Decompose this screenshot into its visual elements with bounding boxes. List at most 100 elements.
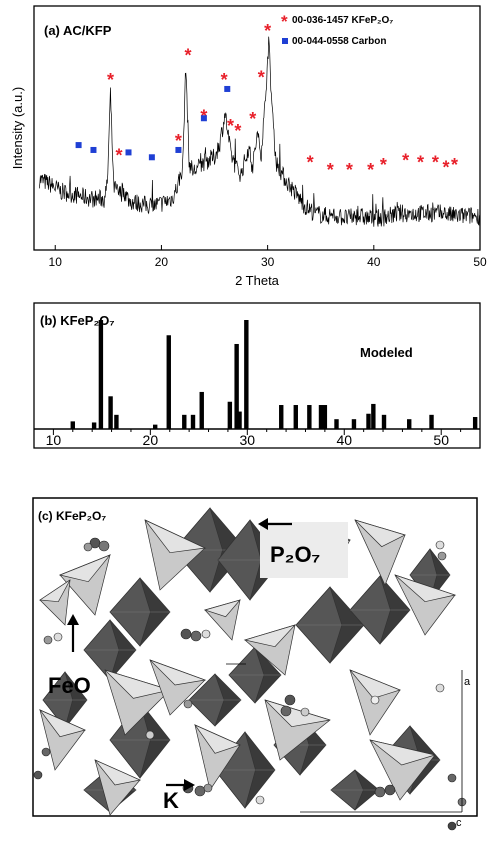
po4-tetrahedron-face: [144, 519, 207, 554]
feo-label: FeO: [48, 673, 91, 698]
panel-b-bars: [70, 320, 478, 429]
p2o7-arrow: [258, 518, 292, 530]
x-tick-label-30: 30: [261, 255, 275, 269]
modeled-peak-bar: [70, 421, 75, 429]
po4-tetrahedron-face: [104, 669, 172, 699]
feo-arrow: [67, 614, 79, 652]
carbon-peak-marker: [175, 146, 182, 153]
p2o7-label: P₂O₇: [270, 542, 320, 567]
x-tick-label-20: 20: [143, 432, 159, 448]
panel-a-markers: *********************: [75, 21, 458, 180]
atom: [300, 707, 310, 717]
po4-tetrahedron-face: [394, 574, 457, 603]
x-tick-label-30: 30: [240, 432, 256, 448]
kfp-peak-marker: *: [258, 67, 265, 87]
modeled-peak-bar: [227, 401, 233, 429]
modeled-peak-bar: [472, 417, 478, 429]
atom: [83, 542, 93, 552]
legend-kfp-symbol: *: [281, 12, 288, 31]
axis-c-label: c: [456, 817, 462, 829]
kfp-peak-marker: *: [234, 121, 241, 141]
atom: [447, 773, 457, 783]
panel-a-ylabel: Intensity (a.u.): [10, 87, 25, 169]
kfp-peak-marker: *: [346, 160, 353, 180]
modeled-peak-bar: [407, 419, 412, 429]
po4-tetrahedron-face: [243, 624, 297, 648]
atom: [203, 783, 213, 793]
atom: [280, 705, 292, 717]
legend-carbon-symbol: [282, 38, 288, 44]
kfp-peak-marker: *: [443, 158, 450, 178]
atom: [53, 632, 63, 642]
panel-b-annotation: Modeled: [360, 345, 413, 360]
modeled-peak-bar: [98, 320, 104, 429]
panel-b-plot-frame: [33, 302, 481, 449]
panel-a-legend: * 00-036-1457 KFeP₂O₇ 00-044-0558 Carbon: [281, 12, 393, 47]
panel-a-x-axis: 10 20 30 40 50: [49, 245, 487, 269]
atom: [180, 628, 192, 640]
atom: [41, 747, 51, 757]
po4-tetrahedron-face: [369, 739, 437, 766]
carbon-peak-marker: [90, 146, 97, 153]
atom: [98, 540, 110, 552]
modeled-peak-bar: [166, 335, 171, 429]
kfp-peak-marker: *: [367, 160, 374, 180]
modeled-peak-bar: [366, 413, 371, 429]
modeled-peak-bar: [182, 414, 187, 429]
x-tick-label-10: 10: [49, 255, 63, 269]
k-label: K: [163, 788, 179, 813]
kfp-peak-marker: *: [307, 153, 314, 173]
kfp-peak-marker: *: [380, 155, 387, 175]
atom: [437, 551, 447, 561]
kfp-peak-marker: *: [451, 155, 458, 175]
modeled-peak-bar: [91, 422, 97, 429]
modeled-peak-bar: [318, 405, 324, 429]
panel-c-title: (c) KFeP₂O₇: [38, 509, 106, 523]
kfp-peak-marker: *: [327, 160, 334, 180]
modeled-peak-bar: [293, 405, 298, 429]
kfp-peak-marker: *: [115, 145, 122, 165]
modeled-peak-bar: [351, 419, 357, 429]
x-tick-label-40: 40: [336, 432, 352, 448]
kfp-peak-marker: *: [221, 70, 228, 90]
kfp-peak-marker: *: [249, 109, 256, 129]
po4-tetrahedron-face: [354, 519, 406, 548]
kfp-peak-marker: *: [264, 21, 271, 41]
panel-b: (b) KFeP₂O₇ Modeled 10 20 30 40 50: [33, 302, 481, 449]
modeled-peak-bar: [152, 424, 158, 429]
atom: [435, 540, 445, 550]
po4-tetrahedron-face: [349, 669, 402, 699]
modeled-peak-bar: [279, 405, 284, 429]
x-tick-label-50: 50: [473, 255, 487, 269]
modeled-peak-bar: [322, 405, 328, 429]
panel-a-xrd-trace: [38, 36, 481, 227]
atom: [33, 770, 43, 780]
x-tick-label-40: 40: [367, 255, 381, 269]
modeled-peak-bar: [199, 391, 204, 429]
panel-a-xlabel: 2 Theta: [235, 273, 280, 288]
p2o7-label-bg: [260, 522, 348, 578]
modeled-peak-bar: [334, 419, 339, 429]
modeled-peak-bar: [381, 414, 387, 429]
kfp-peak-marker: *: [175, 131, 182, 151]
kfp-peak-marker: *: [107, 70, 114, 90]
modeled-peak-bar: [190, 414, 196, 429]
legend-carbon-label: 00-044-0558 Carbon: [292, 36, 387, 47]
po4-tetrahedron-face: [38, 579, 71, 603]
panel-a-title: (a) AC/KFP: [44, 23, 112, 38]
modeled-peak-bar: [114, 414, 119, 429]
atom: [374, 786, 386, 798]
kfp-peak-marker: *: [432, 153, 439, 173]
po4-tetrahedron-face: [94, 759, 142, 786]
po4-tetrahedron-face: [38, 709, 87, 738]
po4-tetrahedron-face: [203, 599, 242, 618]
po4-tetrahedron-face: [58, 554, 112, 583]
atom: [201, 629, 211, 639]
modeled-peak-bar: [429, 414, 434, 429]
atom: [435, 683, 445, 693]
po4-tetrahedron-face: [149, 659, 207, 686]
carbon-peak-marker: [200, 115, 207, 122]
modeled-peak-bar: [371, 403, 376, 429]
kfp-peak-marker: *: [402, 150, 409, 170]
carbon-peak-marker: [148, 154, 155, 161]
